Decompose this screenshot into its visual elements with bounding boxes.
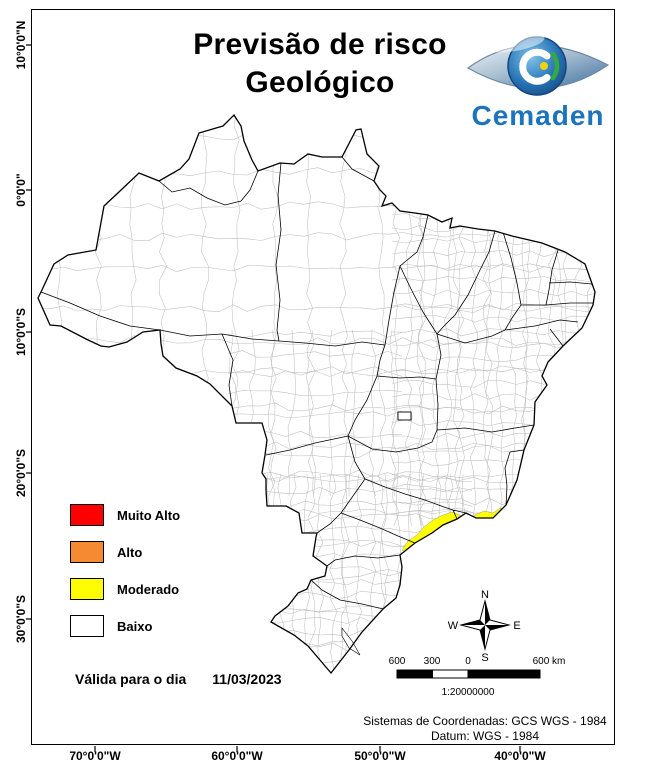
legend-swatch-muito-alto	[70, 504, 104, 526]
lon-label-40w: 40°0'0"W	[494, 749, 546, 763]
compass-e-label: E	[513, 620, 520, 632]
compass-w-label: W	[448, 620, 459, 632]
legend-label-moderado: Moderado	[117, 581, 180, 597]
datum-line: Datum: WGS - 1984	[430, 729, 540, 743]
lon-label-60w: 60°0'0"W	[211, 749, 263, 763]
lat-label-0: 0°0'0"	[14, 173, 28, 207]
legend-item-moderado: Moderado	[70, 578, 180, 600]
state-boundaries	[40, 156, 594, 610]
page-title: Previsão de risco Geológico	[140, 26, 500, 102]
compass-s-label: S	[481, 652, 488, 664]
lon-label-70w: 70°0'0"W	[69, 749, 121, 763]
legend-swatch-alto	[70, 541, 104, 563]
distrito-federal-square	[397, 411, 412, 421]
title-line-1: Previsão de risco	[193, 28, 447, 61]
legend-item-muito-alto: Muito Alto	[70, 504, 180, 526]
title-line-2: Geológico	[245, 66, 395, 99]
cemaden-eye-icon	[466, 33, 610, 96]
validity-date: 11/03/2023	[212, 671, 282, 687]
lat-label-20s: 20°0'0"S	[14, 448, 28, 498]
lon-label-50w: 50°0'0"W	[354, 749, 406, 763]
cemaden-logo-text: Cemaden	[471, 100, 605, 131]
scale-label-0: 0	[465, 656, 471, 667]
north-arrow: N E S W	[448, 589, 521, 664]
scale-bar: 600 300 0 600 km 1:20000000	[389, 656, 566, 698]
legend-item-baixo: Baixo	[70, 615, 180, 637]
validity-label: Válida para o dia	[75, 671, 187, 687]
compass-n-label: N	[481, 589, 489, 601]
cemaden-logo: Cemaden	[460, 22, 616, 132]
scale-ratio: 1:20000000	[442, 687, 495, 698]
risk-legend: Muito Alto Alto Moderado Baixo	[70, 504, 180, 652]
legend-swatch-moderado	[70, 578, 104, 600]
brazil-border	[37, 113, 596, 675]
validity-line: Válida para o dia 11/03/2023	[75, 671, 282, 687]
scale-label-600-left: 600	[389, 656, 406, 667]
lat-label-10n: 10°0'0"N	[14, 20, 28, 70]
frame-ticks	[26, 44, 521, 752]
legend-label-alto: Alto	[117, 544, 143, 560]
legend-item-alto: Alto	[70, 541, 180, 563]
legend-label-muito-alto: Muito Alto	[117, 507, 181, 523]
coordinate-system-line: Sistemas de Coordenadas: GCS WGS - 1984	[363, 714, 607, 728]
legend-label-baixo: Baixo	[117, 618, 153, 634]
map-frame	[31, 9, 615, 745]
scale-label-300: 300	[424, 656, 441, 667]
lagoon-outline	[341, 627, 361, 656]
brazil-landmass	[38, 115, 595, 673]
lat-label-30s: 30°0'0"S	[14, 594, 28, 644]
legend-swatch-baixo	[70, 615, 104, 637]
lat-label-10s: 10°0'0"S	[14, 307, 28, 357]
coordinate-system-note: Sistemas de Coordenadas: GCS WGS - 1984 …	[352, 714, 618, 744]
scale-label-600-km: 600 km	[533, 656, 566, 667]
